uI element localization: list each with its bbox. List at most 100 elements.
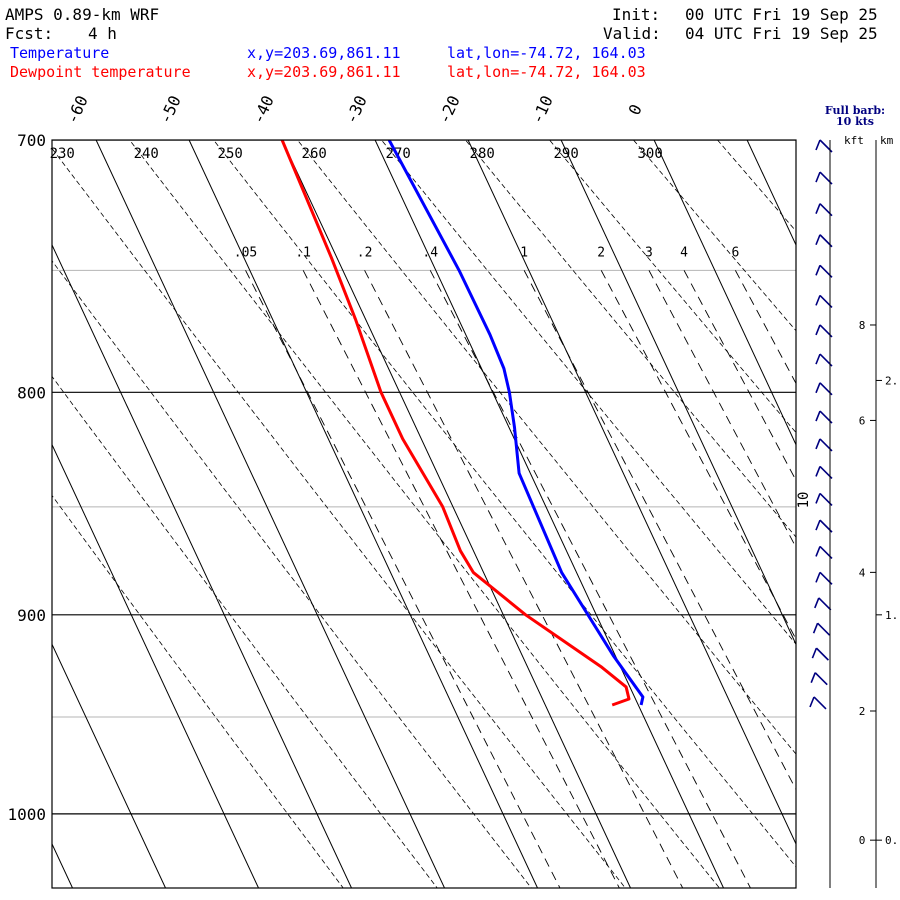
mixing-ratio-line [364,270,684,888]
theta-label: 290 [554,146,579,162]
legend-temperature-xy: x,y=203.69,861.11 [247,44,401,62]
dry-adiabat-line [548,140,796,434]
wind-barb-flag [815,546,821,557]
dry-adiabat-line [716,140,796,232]
pressure-tick-label: 900 [17,606,46,625]
dry-adiabat-line [52,494,344,888]
isotherm-tick-label: -60 [62,93,91,127]
isotherm-line [467,140,796,846]
isotherm-line [52,443,259,888]
wind-barb-flag [815,410,821,422]
km-tick-label: 0. [885,834,898,847]
barb-note-line2: 10 kts [836,115,874,128]
isotherm-tick-label: -20 [434,93,463,127]
wind-barb-flag [815,353,821,365]
wind-barb-flag [815,493,821,504]
wind-barb-flag [815,466,821,477]
isotherm-line [52,842,73,888]
profile-series [280,140,645,707]
theta-label: 250 [218,146,243,162]
mixing-ratio-line [600,270,796,641]
mixing-ratio-label: .1 [295,245,311,260]
wind-barb-staff [817,622,831,636]
kft-axis-label: kft [844,134,864,147]
kft-tick-label: 0 [859,834,866,847]
plot-frame [51,139,797,889]
isotherm-tick-label: -40 [248,93,277,127]
theta-label: 230 [50,146,75,162]
mixing-ratio-label: 2 [597,245,605,260]
mixing-ratio-label: .4 [422,245,438,260]
isotherm-line [52,243,352,888]
pressure-tick-label: 700 [17,131,46,150]
wind-barb-flag [815,382,821,394]
dry-adiabat-line [837,85,900,900]
init-label: Init: [612,5,660,24]
wind-barb-flag [815,139,821,151]
dry-adiabat-line [632,140,796,332]
km-tick-label: 2. [885,374,898,387]
fcst-label: Fcst: [5,24,53,43]
dry-adiabat-line [52,147,626,888]
barb-note-line1: Full barb: [825,104,885,117]
dry-adiabat-line [380,140,796,645]
isotherm-tick-label: 0 [624,101,645,118]
wind-barb-flag [815,519,821,531]
isotherm-line [52,643,166,888]
axis-labels: 7008009001000-70-60-50-40-30-20-10022023… [7,93,812,824]
dry-adiabat-line [464,140,796,538]
kft-tick-label: 2 [859,705,866,718]
mixing-ratio-label: 4 [680,245,688,260]
isotherm-line [560,140,796,646]
legend-temperature-label: Temperature [10,44,109,62]
isotherm-line [281,140,631,888]
wind-barb-flag [815,324,821,336]
mixing-ratio-line [245,270,561,888]
isotherm-line [95,140,445,888]
mixing-ratio-label: 6 [731,245,739,260]
legend-dewpoint-xy: x,y=203.69,861.11 [247,63,401,81]
pressure-tick-label: 800 [17,383,46,402]
wind-barb-staff [818,597,832,611]
theta-label: 300 [638,146,663,162]
mixing-ratio-line [302,270,620,888]
dry-adiabat-line [52,375,438,888]
height-axis: kft km 8 6 4 2 0 2. 1. 0. [829,134,898,888]
pressure-tick-label: 1000 [7,805,46,824]
kft-tick-label: 4 [859,566,866,579]
wind-barb-staff [814,672,828,686]
kft-tick-label: 6 [859,414,866,427]
fcst-value: 4 h [88,24,117,43]
model-title: AMPS 0.89-km WRF [5,5,159,24]
dry-adiabat-line [129,140,720,888]
wind-barb-flag [811,647,818,659]
wind-barb-flag [814,597,820,609]
mixing-ratio-label: 3 [645,245,653,260]
valid-label: Valid: [603,24,661,43]
isotherm-line [653,140,796,446]
wind-barb-flag [812,622,819,634]
wind-barb-staff [813,696,827,710]
km-axis-label: km [880,134,894,147]
grid-lines [52,85,900,900]
dry-adiabat-line [213,140,796,868]
wind-barb-flag [810,672,816,684]
legend-dewpoint-label: Dewpoint temperature [10,63,191,81]
wind-barb-staff [815,647,829,661]
mixing-ratio-label: .05 [234,245,257,260]
wind-barb-flag [815,203,821,214]
temperature-line [387,140,645,706]
legend-temperature-latlon: lat,lon=-74.72, 164.03 [447,44,646,62]
isotherm-line [840,140,900,888]
theta-label: 240 [134,146,159,162]
dewpoint-line [280,140,631,707]
wind-barb-flag [815,295,821,306]
isotherm-line [374,140,724,888]
wind-barbs [809,139,833,710]
isotherm-line [746,140,796,247]
mixing-ratio-label: .2 [357,245,373,260]
wind-barb-flag [815,438,821,450]
wind-barb-flag [815,265,821,276]
isotherm-tick-label: -30 [341,93,370,127]
